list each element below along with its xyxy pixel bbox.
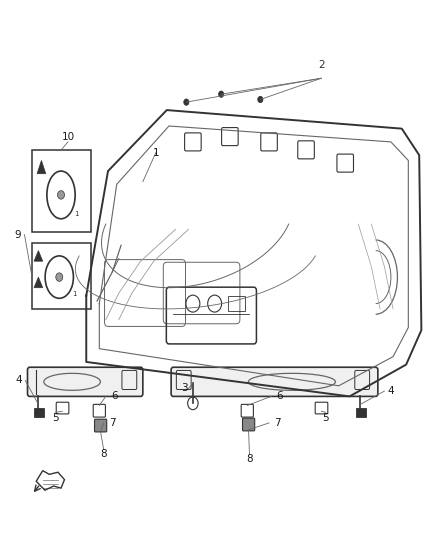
FancyBboxPatch shape bbox=[171, 367, 378, 397]
Text: 1: 1 bbox=[74, 211, 78, 217]
Bar bbox=[228, 296, 245, 311]
Circle shape bbox=[258, 96, 263, 103]
Circle shape bbox=[184, 99, 189, 106]
Text: 5: 5 bbox=[53, 413, 59, 423]
Text: 3: 3 bbox=[181, 383, 187, 393]
Text: 8: 8 bbox=[100, 449, 107, 459]
FancyBboxPatch shape bbox=[95, 419, 107, 432]
FancyBboxPatch shape bbox=[243, 418, 254, 431]
Circle shape bbox=[57, 191, 64, 199]
Polygon shape bbox=[37, 160, 46, 174]
Text: 10: 10 bbox=[61, 132, 74, 142]
Text: 5: 5 bbox=[322, 413, 329, 423]
Text: 1: 1 bbox=[152, 148, 159, 158]
FancyBboxPatch shape bbox=[356, 408, 366, 417]
Text: 9: 9 bbox=[14, 230, 21, 240]
Circle shape bbox=[56, 273, 63, 281]
Bar bbox=[32, 150, 91, 232]
FancyBboxPatch shape bbox=[28, 367, 143, 397]
Text: 2: 2 bbox=[318, 60, 325, 70]
Text: 8: 8 bbox=[246, 454, 253, 464]
Bar bbox=[32, 243, 91, 309]
Text: 4: 4 bbox=[15, 375, 22, 385]
Text: 6: 6 bbox=[277, 391, 283, 401]
FancyBboxPatch shape bbox=[34, 408, 44, 417]
Text: 7: 7 bbox=[275, 418, 281, 428]
Circle shape bbox=[219, 91, 224, 98]
Text: 4: 4 bbox=[388, 386, 394, 396]
Text: 7: 7 bbox=[109, 418, 116, 428]
Polygon shape bbox=[34, 251, 43, 261]
Text: 1: 1 bbox=[72, 290, 77, 297]
Polygon shape bbox=[34, 277, 43, 288]
Text: 6: 6 bbox=[111, 391, 118, 401]
